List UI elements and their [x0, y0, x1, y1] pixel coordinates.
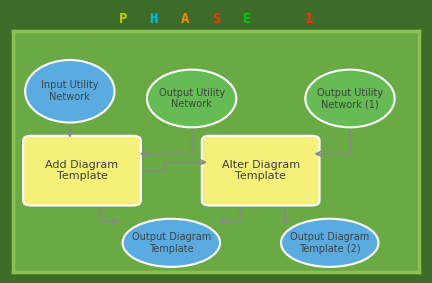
Text: H: H: [149, 12, 158, 26]
Ellipse shape: [147, 70, 236, 127]
Text: Output Utility
Network (1): Output Utility Network (1): [317, 88, 383, 109]
Text: Alter Diagram
Template: Alter Diagram Template: [222, 160, 300, 181]
Text: E: E: [243, 12, 251, 26]
Ellipse shape: [25, 60, 114, 123]
Text: Output Utility
Network: Output Utility Network: [159, 88, 225, 109]
Ellipse shape: [123, 219, 220, 267]
Text: P: P: [118, 12, 127, 26]
Text: Add Diagram
Template: Add Diagram Template: [45, 160, 118, 181]
Text: Output Diagram
Template (2): Output Diagram Template (2): [290, 232, 369, 254]
Ellipse shape: [281, 219, 378, 267]
FancyBboxPatch shape: [202, 136, 320, 205]
Text: S: S: [212, 12, 220, 26]
Text: Output Diagram
Template: Output Diagram Template: [132, 232, 211, 254]
Text: Input Utility
Network: Input Utility Network: [41, 80, 98, 102]
FancyBboxPatch shape: [23, 136, 141, 205]
Ellipse shape: [305, 70, 395, 127]
Text: 1: 1: [305, 12, 314, 26]
Text: A: A: [181, 12, 189, 26]
